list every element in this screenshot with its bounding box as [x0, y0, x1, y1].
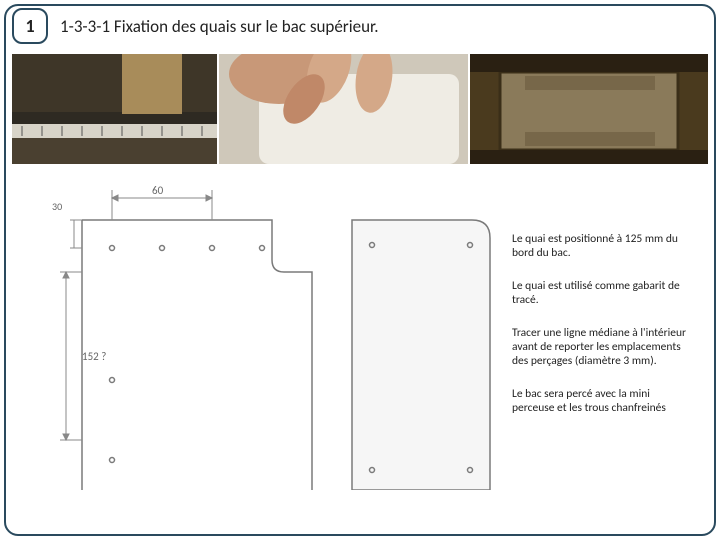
dim-top: 60: [152, 184, 164, 197]
header-row: 1 1-3-3-1 Fixation des quais sur le bac …: [12, 8, 708, 44]
instruction-para-3: Tracer une ligne médiane à l'intérieur a…: [512, 326, 692, 369]
technical-drawing: 60 30 152 ?: [52, 180, 492, 490]
dim-small: 30: [52, 200, 62, 213]
instruction-para-4: Le bac sera percé avec la mini perceuse …: [512, 387, 692, 416]
photo-1: [12, 54, 217, 164]
page-title: 1-3-3-1 Fixation des quais sur le bac su…: [60, 16, 379, 37]
instruction-column: Le quai est positionné à 125 mm du bord …: [512, 180, 692, 490]
lower-section: 60 30 152 ? Le quai est positionné à 125…: [12, 180, 708, 490]
step-number: 1: [25, 15, 34, 37]
instruction-para-2: Le quai est utilisé comme gabarit de tra…: [512, 279, 692, 308]
photo-2: [219, 54, 469, 164]
dim-side: 152 ?: [82, 350, 106, 363]
photo-strip: [12, 54, 708, 164]
instruction-para-1: Le quai est positionné à 125 mm du bord …: [512, 232, 692, 261]
photo-3: [470, 54, 708, 164]
step-number-badge: 1: [12, 8, 48, 44]
